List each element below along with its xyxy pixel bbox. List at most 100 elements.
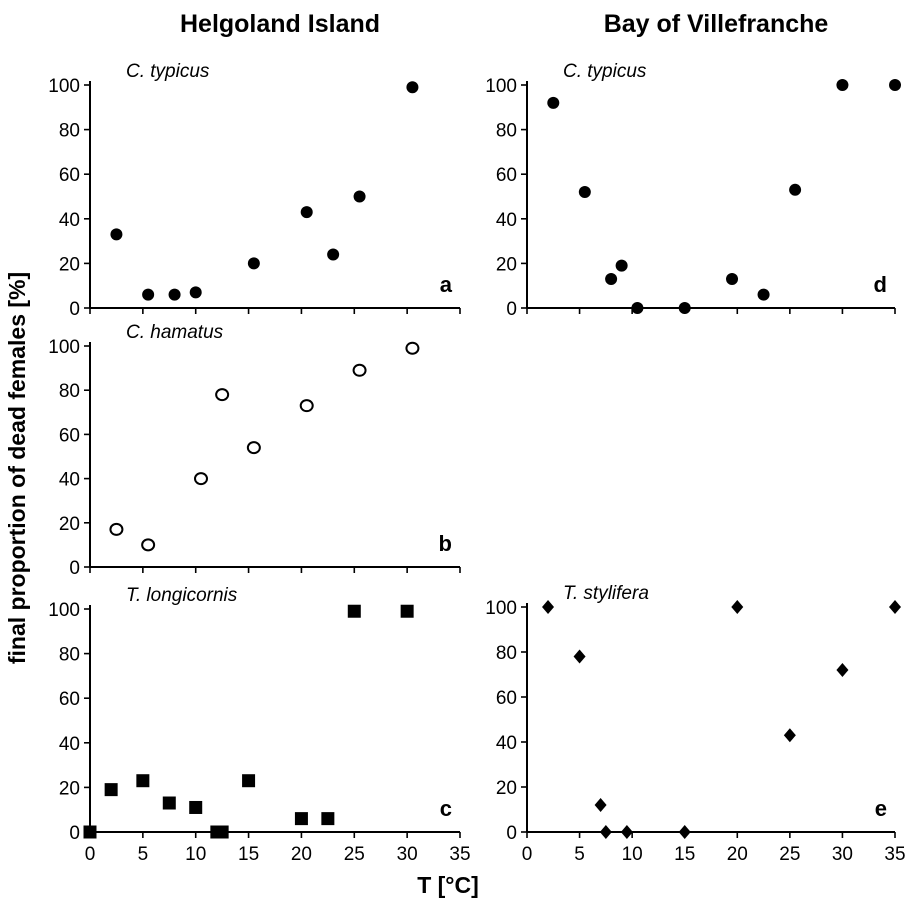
data-point — [789, 183, 802, 196]
y-tick-label: 20 — [59, 254, 80, 275]
data-point — [599, 825, 612, 839]
data-point — [194, 472, 208, 486]
data-point — [321, 812, 335, 826]
panel-letter: a — [440, 272, 453, 297]
species-label: C. typicus — [126, 61, 210, 82]
data-point — [299, 399, 314, 413]
data-point — [836, 79, 849, 91]
data-point — [352, 363, 367, 377]
y-tick-label: 100 — [48, 76, 80, 97]
x-tick-label: 35 — [449, 844, 470, 865]
x-tick-label: 10 — [185, 844, 206, 865]
column-title-villefranche: Bay of Villefranche — [604, 10, 829, 38]
y-tick-label: 100 — [48, 600, 80, 621]
y-tick-label: 100 — [485, 598, 517, 619]
x-tick-label: 15 — [674, 844, 695, 865]
data-point — [400, 604, 414, 618]
y-tick-label: 20 — [59, 778, 80, 799]
x-tick-label: 35 — [884, 844, 905, 865]
data-point — [109, 522, 124, 536]
x-tick-label: 25 — [344, 844, 365, 865]
x-tick-label: 30 — [832, 844, 853, 865]
data-point — [615, 259, 628, 272]
data-point — [783, 728, 796, 743]
data-point — [242, 774, 256, 788]
data-point — [162, 796, 176, 810]
panel-letter: d — [874, 272, 887, 297]
data-point — [757, 288, 770, 301]
x-tick-label: 5 — [138, 844, 149, 865]
data-point — [620, 825, 633, 839]
panel-letter: c — [440, 796, 452, 821]
data-point — [678, 825, 691, 839]
data-point — [215, 388, 230, 402]
data-point — [110, 228, 123, 241]
data-point — [294, 812, 308, 826]
x-tick-label: 25 — [779, 844, 800, 865]
y-tick-label: 100 — [48, 337, 80, 358]
data-point — [578, 186, 591, 199]
data-point — [327, 248, 340, 261]
data-point — [542, 600, 555, 614]
x-tick-label: 20 — [727, 844, 748, 865]
y-tick-label: 80 — [59, 645, 80, 666]
y-tick-label: 80 — [496, 643, 517, 664]
y-tick-label: 40 — [59, 210, 80, 231]
y-tick-label: 0 — [69, 823, 80, 844]
data-point — [246, 441, 261, 455]
y-tick-label: 0 — [506, 823, 517, 844]
data-point — [141, 538, 156, 552]
column-title-helgoland: Helgoland Island — [180, 10, 380, 38]
y-tick-label: 20 — [59, 514, 80, 535]
data-point — [347, 604, 361, 618]
data-point — [573, 649, 586, 664]
panel-letter: e — [875, 796, 887, 821]
x-tick-label: 30 — [397, 844, 418, 865]
data-point — [405, 341, 420, 355]
data-point — [136, 774, 150, 788]
data-point — [104, 783, 118, 797]
data-point — [678, 302, 691, 314]
data-point — [215, 825, 229, 839]
y-tick-label: 20 — [496, 778, 517, 799]
y-tick-label: 40 — [59, 734, 80, 755]
panel-letter: b — [439, 531, 452, 556]
y-tick-label: 0 — [69, 299, 80, 320]
data-point — [547, 96, 560, 109]
data-point — [631, 302, 644, 314]
y-tick-label: 60 — [496, 165, 517, 186]
y-axis-title: final proportion of dead females [%] — [4, 272, 30, 664]
y-tick-label: 80 — [59, 121, 80, 142]
data-point — [406, 81, 419, 94]
x-tick-label: 0 — [85, 844, 96, 865]
data-point — [731, 600, 744, 614]
panel-b: 0 20 40 60 80 100 C. hamatus b — [48, 322, 461, 579]
y-tick-label: 80 — [59, 381, 80, 402]
y-tick-label: 0 — [69, 558, 80, 579]
y-tick-label: 60 — [59, 165, 80, 186]
y-tick-label: 80 — [496, 121, 517, 142]
data-point — [189, 286, 202, 299]
species-label: T. longicornis — [126, 585, 238, 606]
species-label: C. typicus — [563, 61, 647, 82]
x-tick-label: 10 — [622, 844, 643, 865]
x-axis-title: T [°C] — [417, 872, 479, 898]
panel-a: 0 20 40 60 80 100 C. typicus a — [48, 61, 461, 320]
panel-c: 0 20 40 60 80 100 0 5 10 15 20 25 30 35 T. longicornis… — [48, 585, 470, 865]
y-tick-label: 40 — [496, 210, 517, 231]
y-tick-label: 60 — [496, 688, 517, 709]
data-point — [300, 206, 313, 219]
y-tick-label: 60 — [59, 425, 80, 446]
data-point — [605, 273, 618, 286]
x-tick-label: 0 — [522, 844, 533, 865]
data-point — [889, 600, 901, 614]
y-tick-label: 40 — [496, 733, 517, 754]
y-tick-label: 20 — [496, 254, 517, 275]
panel-d: 0 20 40 60 80 100 C. typicus d — [485, 61, 901, 320]
data-point — [353, 190, 366, 203]
data-point — [189, 800, 203, 814]
species-label: C. hamatus — [126, 322, 224, 343]
y-tick-label: 60 — [59, 689, 80, 710]
